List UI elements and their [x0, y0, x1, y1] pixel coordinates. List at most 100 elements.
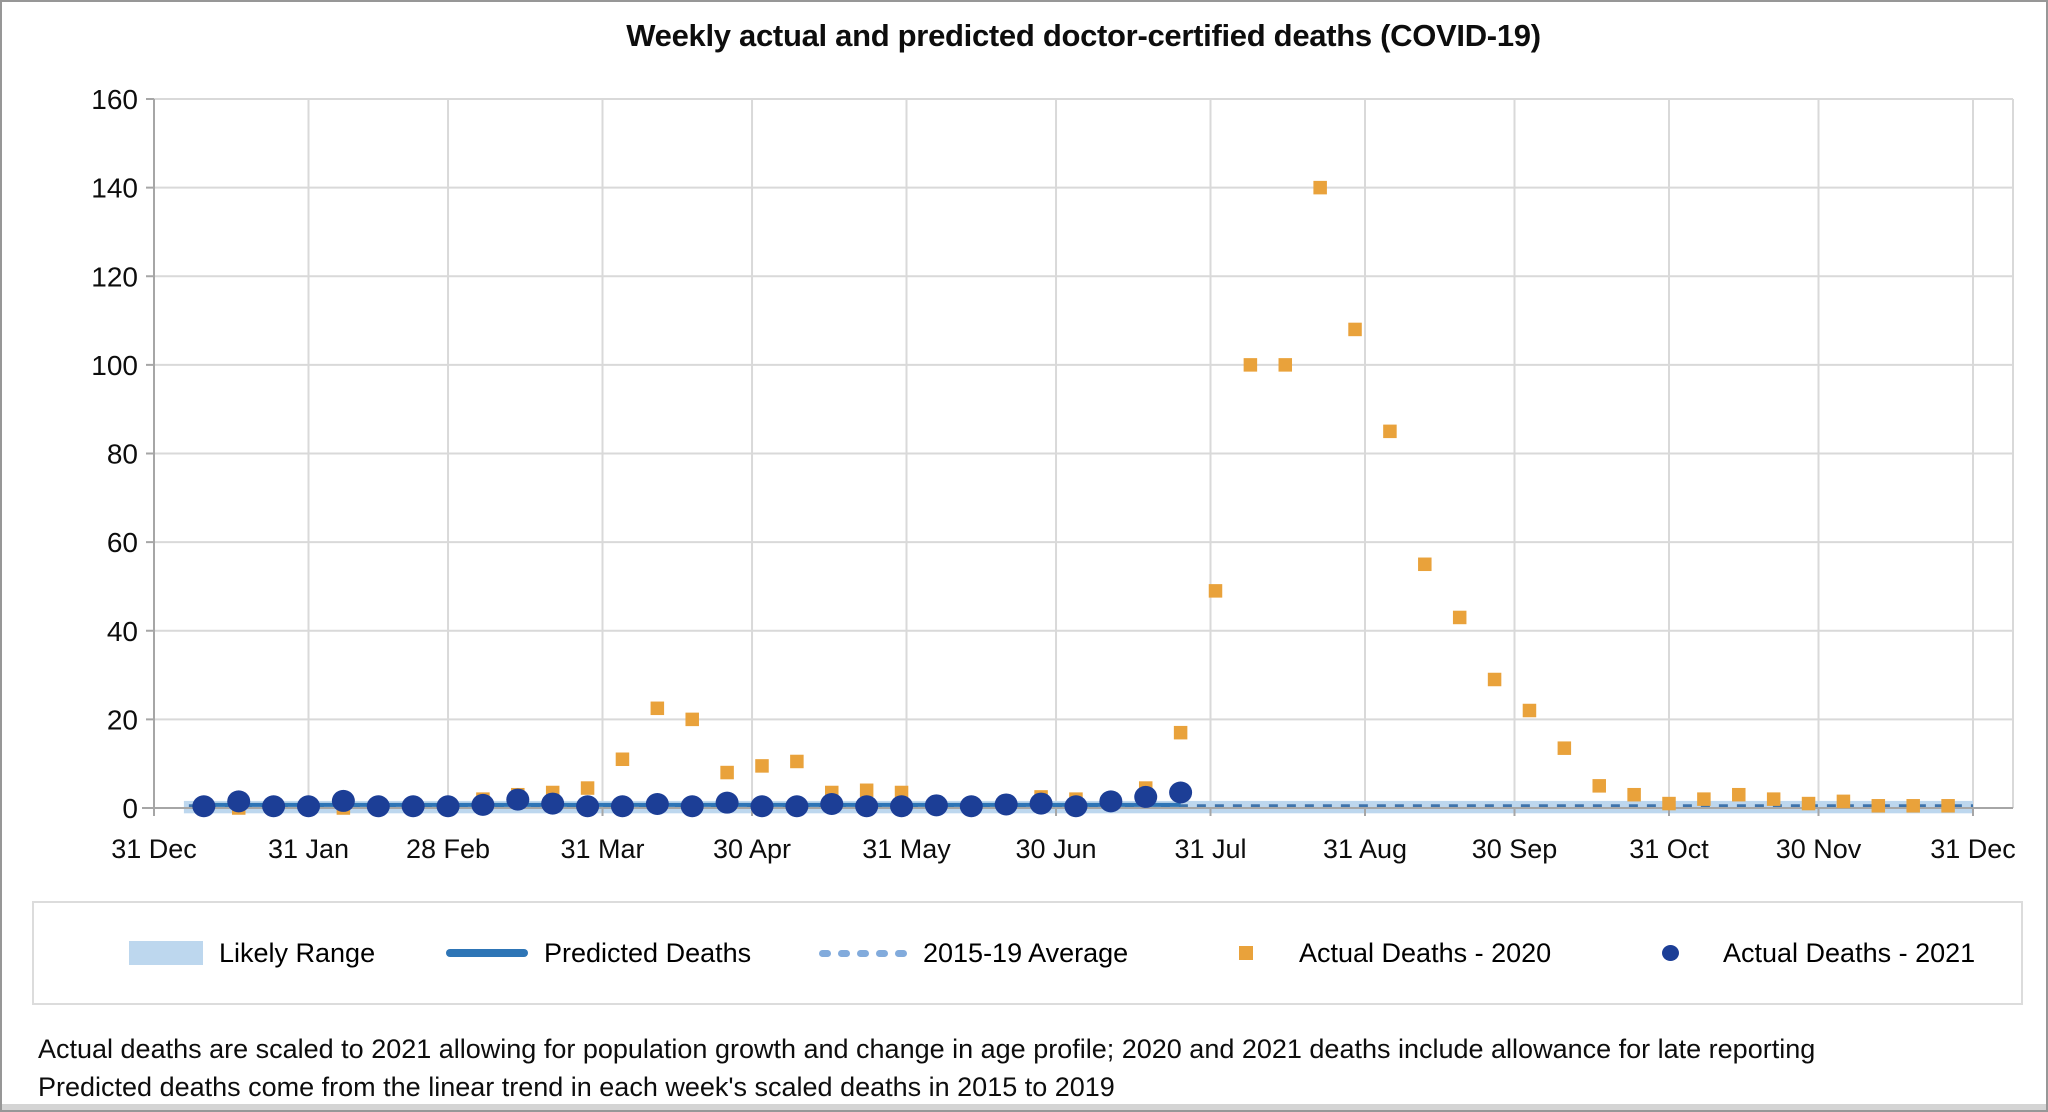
y-axis-tick-label: 120 [91, 261, 138, 292]
actual-2020-point [1592, 779, 1606, 793]
actual-2020-point [1871, 799, 1886, 813]
footnote-line-1: Actual deaths are scaled to 2021 allowin… [38, 1034, 1816, 1064]
legend-label: Actual Deaths - 2021 [1723, 937, 1976, 968]
actual-2020-point [859, 783, 874, 798]
actual-2020-point [790, 754, 804, 769]
actual-2020-point [615, 752, 630, 767]
x-axis-tick-label: 31 Jul [1174, 834, 1246, 864]
legend-label: Actual Deaths - 2020 [1299, 937, 1552, 968]
legend-item-predicted-deaths: Predicted Deaths [446, 903, 751, 1003]
actual-2020-point [1906, 799, 1920, 813]
legend-item-2015-19-average: 2015-19 Average [819, 903, 1128, 1003]
actual-2020-point [1487, 672, 1502, 687]
actual-2021-point [1029, 792, 1053, 815]
legend-item-likely-range: Likely Range [129, 903, 375, 1003]
actual-2021-point [192, 795, 216, 818]
actual-2020-point [1732, 787, 1746, 802]
actual-2020-point [1278, 358, 1293, 372]
actual-2021-point [1064, 795, 1088, 818]
actual-2020-point [1348, 322, 1362, 337]
y-axis-tick-label: 20 [107, 704, 138, 735]
actual-2021-point [610, 795, 634, 818]
window-bottom-edge [2, 1104, 2046, 1110]
legend: Likely Range Predicted Deaths 2015-19 Av… [32, 901, 2023, 1005]
y-axis-tick-label: 100 [91, 350, 138, 381]
actual-2020-point [1208, 584, 1223, 598]
actual-2020-point [755, 759, 769, 773]
actual-2021-point [959, 795, 983, 818]
actual-2021-point [855, 795, 879, 818]
actual-2020-point [1662, 796, 1676, 811]
y-axis-tick-label: 0 [122, 793, 138, 824]
x-axis-tick-label: 31 Oct [1629, 834, 1709, 864]
actual-2021-point [890, 795, 914, 818]
actual-2020-point [650, 701, 665, 716]
circle-marker-swatch [1662, 945, 1679, 961]
y-axis-tick-label: 60 [107, 527, 138, 558]
legend-label: Likely Range [219, 937, 376, 968]
actual-2020-point [1522, 703, 1537, 718]
likely-range-swatch [129, 941, 203, 965]
actual-2020-point [580, 781, 595, 795]
x-axis-tick-label: 31 Dec [1930, 834, 2016, 864]
actual-2021-point [785, 795, 809, 818]
actual-2020-point [1418, 557, 1432, 572]
actual-2020-point [1313, 180, 1327, 195]
actual-2021-point [1134, 785, 1158, 808]
y-axis-tick-label: 160 [91, 84, 138, 115]
x-axis-tick-label: 30 Sep [1472, 834, 1558, 864]
actual-2020-point [1383, 424, 1397, 439]
actual-2021-point [296, 795, 320, 818]
y-axis-tick-label: 80 [107, 439, 138, 470]
legend-item-actual-2021: Actual Deaths - 2021 [1634, 903, 1975, 1003]
x-axis-tick-label: 30 Jun [1015, 834, 1096, 864]
actual-2021-point [680, 795, 704, 818]
y-axis-tick-label: 40 [107, 616, 138, 647]
x-axis-tick-label: 31 Aug [1323, 834, 1407, 864]
actual-2020-point [1452, 610, 1467, 625]
actual-2021-point [924, 794, 948, 817]
x-axis-tick-label: 30 Apr [713, 834, 791, 864]
legend-label: Predicted Deaths [544, 937, 752, 968]
actual-2020-point [1243, 358, 1258, 372]
average-dash-swatch [819, 949, 907, 957]
x-axis-tick-label: 31 Jan [268, 834, 349, 864]
y-axis-tick-label: 140 [91, 173, 138, 204]
actual-2021-point [994, 793, 1018, 816]
footnote-line-2: Predicted deaths come from the linear tr… [38, 1072, 1115, 1102]
x-axis-tick-label: 30 Nov [1776, 834, 1862, 864]
actual-2020-point [1836, 794, 1851, 809]
actual-2021-point [1099, 790, 1123, 813]
actual-2021-point [471, 793, 495, 816]
actual-2020-point [1557, 741, 1572, 755]
actual-2021-point [820, 793, 844, 816]
actual-2021-point [715, 791, 739, 814]
actual-2020-point [720, 765, 734, 780]
actual-2021-point [262, 795, 286, 818]
actual-2021-point [436, 795, 460, 818]
chart-title: Weekly actual and predicted doctor-certi… [626, 18, 1541, 53]
actual-2020-point [1801, 796, 1816, 811]
x-axis-tick-label: 31 Dec [111, 834, 197, 864]
actual-2021-point [576, 795, 600, 818]
predicted-line-swatch [446, 949, 528, 957]
square-marker-swatch [1239, 946, 1253, 960]
actual-2021-point [331, 789, 355, 812]
actual-2020-point [1766, 792, 1781, 806]
actual-2021-point [401, 795, 425, 818]
actual-2020-point [1627, 787, 1641, 802]
legend-item-actual-2020: Actual Deaths - 2020 [1209, 903, 1551, 1003]
x-axis-tick-label: 31 May [862, 834, 951, 864]
x-axis-tick-label: 31 Mar [560, 834, 644, 864]
actual-2021-point [1169, 781, 1193, 804]
actual-2020-point [1697, 792, 1711, 806]
x-axis-tick-label: 28 Feb [406, 834, 490, 864]
actual-2021-point [750, 795, 774, 818]
footnotes: Actual deaths are scaled to 2021 allowin… [38, 1030, 2018, 1106]
actual-2020-point [1173, 725, 1188, 740]
actual-2021-point [227, 790, 251, 813]
actual-2020-point [1941, 799, 1955, 813]
actual-2020-point [685, 712, 699, 727]
plot-area: 0 20 40 60 80 100 120 140 160 31 Dec 31 Jan 28 Feb 3… [91, 84, 2016, 864]
